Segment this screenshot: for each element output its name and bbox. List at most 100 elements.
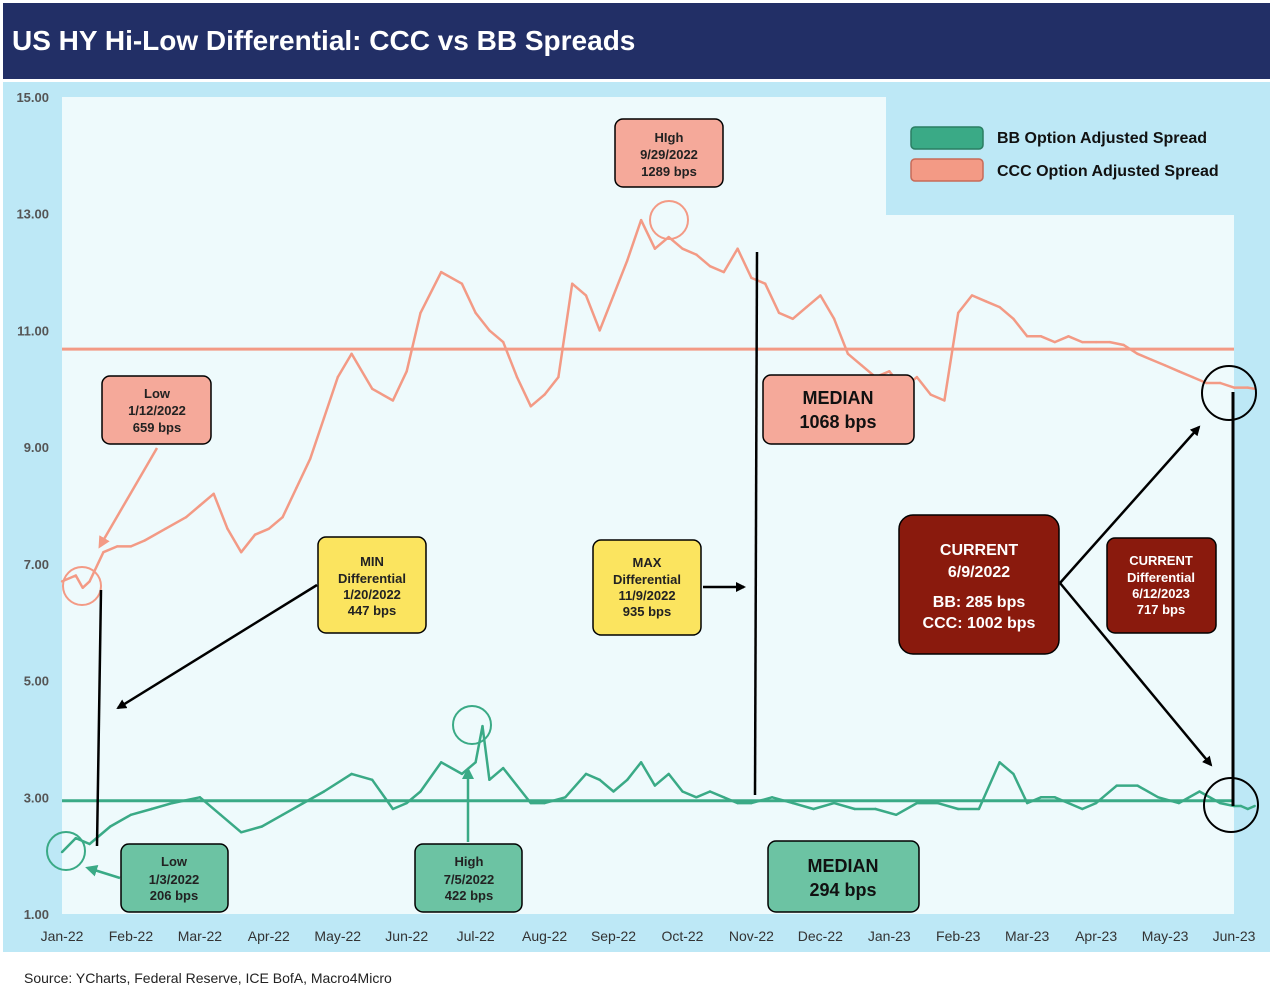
bb-data-point	[1081, 807, 1084, 811]
title-bar: US HY Hi-Low Differential: CCC vs BB Spr…	[3, 3, 1270, 79]
bb-data-point	[736, 801, 739, 805]
ccc-data-point	[1108, 340, 1112, 344]
bb-data-point	[529, 801, 532, 805]
bb-data-point	[171, 801, 174, 805]
bb-data-point	[460, 772, 464, 776]
bb-data-point	[1219, 801, 1222, 805]
ccc-data-point	[1150, 358, 1153, 361]
ccc-data-point	[1246, 386, 1250, 389]
y-tick-label: 5.00	[24, 674, 49, 689]
bb-data-point	[322, 790, 326, 793]
bb-data-point	[129, 813, 133, 816]
ccc-data-point	[502, 340, 505, 344]
min-differential-arrow	[116, 583, 318, 710]
annotation-ccc-high-line-1: HIgh	[655, 130, 684, 145]
ccc-data-point	[750, 276, 753, 280]
ccc-data-point	[612, 294, 615, 297]
bb-data-point	[109, 825, 112, 828]
ccc-data-point	[557, 375, 560, 379]
y-tick-label: 3.00	[24, 790, 49, 805]
bb-data-point	[915, 801, 919, 805]
annotation-bb-low-line-3: 206 bps	[150, 888, 198, 903]
annotation-min-diff-line-4: 447 bps	[348, 603, 396, 618]
bb-data-point	[653, 784, 657, 787]
annotation-max-diff-line-1: MAX	[633, 555, 662, 570]
current-arrow-down	[1059, 582, 1213, 767]
annotation-current-diff-line-1: CURRENT	[1129, 553, 1193, 568]
ccc-data-point	[322, 416, 326, 420]
x-tick-label: Sep-22	[591, 928, 636, 944]
ccc-data-point	[1012, 317, 1015, 320]
ccc-low-marker	[62, 566, 102, 606]
bb-data-point	[874, 807, 877, 811]
bb-data-point	[60, 850, 64, 854]
bb-data-point	[219, 813, 222, 816]
ccc-data-point	[626, 259, 629, 262]
ccc-data-point	[515, 375, 519, 379]
bb-data-point	[791, 801, 794, 805]
bb-data-point	[977, 807, 981, 811]
bb-data-point	[74, 836, 78, 840]
ccc-data-point	[164, 527, 167, 530]
bb-data-point	[1115, 784, 1119, 787]
ccc-data-point	[419, 311, 422, 315]
ccc-data-point	[777, 311, 781, 315]
y-tick-label: 11.00	[17, 323, 49, 338]
ccc-data-point	[598, 329, 601, 332]
bb-data-point	[1239, 804, 1243, 808]
annotation-bb-median-line-2: 294 bps	[809, 880, 876, 900]
bb-data-point	[474, 761, 477, 764]
bb-data-point	[391, 807, 395, 811]
source-note: Source: YCharts, Federal Reserve, ICE Bo…	[24, 970, 392, 986]
max-differential-bar	[753, 251, 759, 796]
x-tick-label: Dec-22	[798, 928, 843, 944]
ccc-data-point	[805, 305, 808, 309]
bb-data-point	[502, 766, 505, 770]
annotation-bb-high-line-3: 422 bps	[445, 888, 493, 903]
ccc-data-point	[529, 405, 532, 408]
bb-data-point	[639, 761, 643, 764]
ccc-data-point	[143, 539, 146, 542]
bb-low-marker	[46, 831, 86, 871]
annotation-current-line-3: BB: 285 bps	[933, 594, 1026, 611]
ccc-data-point	[1219, 381, 1222, 385]
annotation-bb-low-line-1: Low	[161, 854, 188, 869]
annotation-min-diff-line-2: Differential	[338, 571, 406, 586]
ccc-data-point	[1067, 335, 1070, 338]
annotation-max-differential: MAX Differential 11/9/2022 935 bps	[592, 539, 702, 636]
annotation-max-diff-line-2: Differential	[613, 572, 681, 587]
ccc-data-point	[543, 393, 546, 396]
annotation-current-differential: CURRENT Differential 6/12/2023 717 bps	[1106, 537, 1217, 634]
plot-area	[62, 97, 1234, 914]
annotation-ccc-high: HIgh 9/29/2022 1289 bps	[614, 118, 724, 188]
ccc-data-point	[198, 504, 202, 507]
bb-data-point	[626, 778, 629, 781]
annotation-ccc-high-line-3: 1289 bps	[641, 164, 697, 179]
annotation-ccc-high-line-2: 9/29/2022	[640, 147, 698, 162]
ccc-data-point	[81, 586, 84, 589]
annotation-ccc-median: MEDIAN 1068 bps	[762, 374, 915, 445]
ccc-data-point	[1122, 343, 1125, 347]
bb-data-point	[598, 778, 601, 781]
ccc-data-point	[474, 311, 477, 315]
bb-data-point	[88, 842, 91, 846]
annotation-current-line-4: CCC: 1002 bps	[923, 615, 1036, 632]
ccc-data-point	[253, 533, 257, 536]
chart: 1.00 3.00 5.00 7.00 9.00 11.00 13.00 15.00 Jan-…	[3, 82, 1270, 952]
legend-label-ccc: CCC Option Adjusted Spread	[997, 163, 1219, 180]
x-tick-label: Apr-22	[248, 928, 290, 944]
annotation-max-diff-line-4: 935 bps	[623, 604, 671, 619]
annotation-bb-median-line-1: MEDIAN	[808, 856, 879, 876]
bb-data-point	[419, 790, 422, 793]
bb-data-point	[722, 796, 725, 799]
ccc-data-point	[1205, 381, 1208, 385]
ccc-data-point	[846, 352, 850, 355]
annotation-min-diff-line-3: 1/20/2022	[343, 587, 401, 602]
bb-data-point	[1067, 801, 1070, 805]
y-tick-label: 15.00	[16, 90, 49, 105]
y-tick-label: 1.00	[24, 907, 49, 922]
bb-data-point	[564, 796, 567, 799]
ccc-data-point	[653, 247, 657, 250]
ccc-data-point	[943, 399, 946, 402]
bb-data-point	[1177, 801, 1181, 805]
